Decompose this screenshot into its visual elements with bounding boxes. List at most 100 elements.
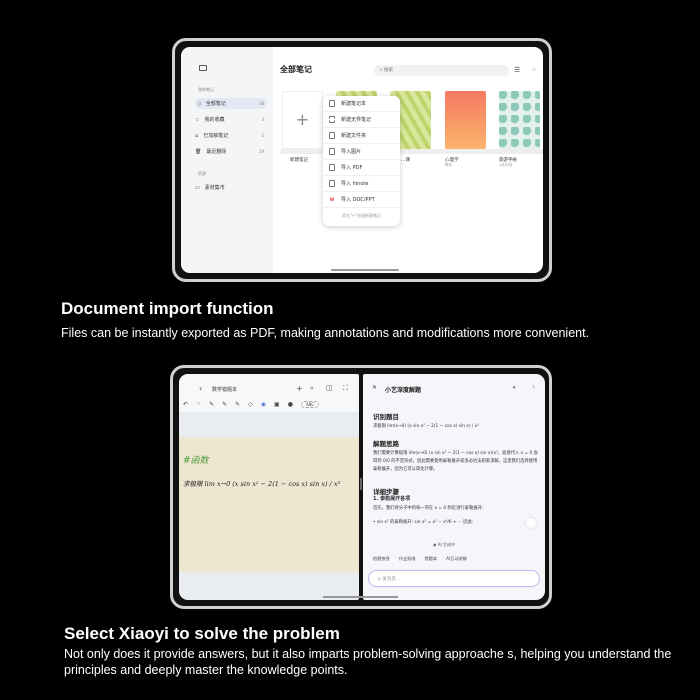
search-input[interactable]: ⌕ 搜索	[374, 65, 509, 76]
menu-item-import-hinote[interactable]: 导入 hinote	[323, 176, 400, 192]
fullscreen-icon[interactable]: ⁘	[531, 384, 537, 391]
fullscreen-icon[interactable]: ⛶	[343, 384, 348, 392]
bottom-tablet: ‹ 数学错题本 + ⌕ ◫ ⛶ ↶ ↷ ✎ ✎ ✎ ◇ ◉ ▣ ● ABC #函数 求极限 lim…	[170, 365, 552, 609]
sidebar: 我的笔记 ▯ 全部笔记 18 ☆ 我的收藏 3 ⌂ 已加锁笔记 2 🗑︎ 最近删除 19 资源 …	[181, 47, 273, 273]
infinite-canvas-icon	[329, 116, 335, 123]
top-tablet: 我的笔记 ▯ 全部笔记 18 ☆ 我的收藏 3 ⌂ 已加锁笔记 2 🗑︎ 最近删除 19 资源 …	[172, 38, 552, 282]
section2-text: Not only does it provide answers, but it…	[64, 647, 672, 677]
pen-toolbar: ↶ ↷ ✎ ✎ ✎ ◇ ◉ ▣ ● ABC	[183, 401, 320, 408]
section-resources: 资源	[198, 171, 206, 176]
undo-icon[interactable]: ↶	[183, 401, 189, 408]
section1-text: Files can be instantly exported as PDF, …	[61, 326, 590, 340]
message-input[interactable]: ◎ 发消息...	[368, 570, 540, 587]
count: 19	[258, 149, 264, 154]
lasso-icon[interactable]: ◉	[260, 401, 267, 408]
back-button[interactable]: ‹	[199, 384, 203, 393]
collapse-button[interactable]	[526, 518, 536, 528]
ai-generating-status: ◉ AI 生成中	[433, 542, 455, 547]
new-note-card[interactable]: +	[282, 91, 323, 149]
menu-item-new-folder[interactable]: 新建文件夹	[323, 128, 400, 144]
section1-heading: Document import function	[61, 299, 274, 318]
label: 新建笔记本	[341, 101, 367, 107]
handwriting-paper[interactable]: #函数 求极限 lim x→0 (x sin x² − 2(1 − cos x)…	[179, 437, 359, 572]
home-indicator	[323, 596, 398, 598]
sidebar-item-all-notes[interactable]: ▯ 全部笔记 18	[195, 98, 267, 109]
color-icon[interactable]: ●	[287, 401, 293, 408]
quick-chips: 拍题快答 作业批改 错题本 AI互动讲解	[373, 556, 467, 562]
sidebar-item-deleted[interactable]: 🗑︎ 最近删除 19	[195, 148, 267, 156]
menu-item-import-doc-ppt[interactable]: W 导入 DOC/PPT	[323, 192, 400, 208]
sidebar-toggle-icon[interactable]	[199, 65, 207, 71]
hinote-icon	[329, 180, 335, 187]
label: 导入 DOC/PPT	[341, 197, 375, 203]
eraser-icon[interactable]: ◇	[248, 401, 253, 408]
lock-icon: ⌂	[195, 132, 199, 139]
notes-pane: ‹ 数学错题本 + ⌕ ◫ ⛶ ↶ ↷ ✎ ✎ ✎ ◇ ◉ ▣ ● ABC #函数 求极限 lim…	[179, 374, 359, 600]
handwriting-tag: #函数	[183, 456, 209, 466]
count: 2	[261, 133, 264, 138]
status-text: AI 生成中	[437, 542, 455, 547]
page-title: 全部笔记	[280, 65, 312, 74]
notebook-title: 新建笔记	[290, 158, 308, 163]
pencil-icon[interactable]: ✎	[222, 401, 228, 408]
more-icon[interactable]: ⁘	[531, 66, 537, 74]
menu-item-import-pdf[interactable]: 导入 PDF	[323, 160, 400, 176]
section-my-notes: 我的笔记	[198, 87, 214, 92]
sidebar-item-favorites[interactable]: ☆ 我的收藏 3	[195, 116, 267, 124]
chip-mistake-book[interactable]: 错题本	[424, 556, 438, 561]
search-icon[interactable]: ⌕	[310, 384, 314, 392]
split-divider[interactable]	[360, 478, 362, 490]
chip-quick-answer[interactable]: 拍题快答	[373, 556, 390, 561]
notebook-date: 1月22日	[499, 163, 513, 167]
label: 导入 PDF	[341, 165, 363, 171]
step-text: 首先，我们将分子中的每一项在 x = 0 附近进行泰勒展开:	[373, 506, 484, 511]
xiaoyi-icon: ✕	[372, 384, 378, 391]
notebook-cover-travel[interactable]	[499, 91, 540, 149]
redo-icon[interactable]: ↷	[196, 401, 202, 408]
speaker-icon[interactable]: 🔈︎	[513, 384, 517, 391]
label: 导入图片	[341, 149, 362, 155]
label: 全部笔记	[205, 101, 226, 107]
chip-ai-explain[interactable]: AI互动讲解	[446, 556, 467, 561]
step-bullet: • sin x² 的泰勒展开: sin x² = x² − x⁶/6 + ···…	[373, 520, 474, 525]
section-approach: 解题思路	[373, 440, 399, 448]
notebook-icon: ▯	[198, 100, 201, 107]
label: 新建文件夹	[341, 133, 367, 139]
label: 导入 hinote	[341, 181, 369, 187]
input-placeholder: 发消息...	[382, 577, 401, 582]
text-icon[interactable]: ABC	[300, 401, 320, 408]
section-steps: 详细步骤	[373, 488, 399, 496]
store-icon: ▭	[195, 184, 200, 191]
notebook-title: …课	[401, 158, 410, 163]
new-note-menu: 新建笔记本 新建无界笔记 新建文件夹 导入图片 导入 PDF 导入 hinote…	[323, 96, 400, 226]
star-icon: ☆	[195, 116, 200, 123]
notebook-date: 昨天	[445, 163, 452, 167]
split-view-icon[interactable]: ◫	[326, 384, 333, 392]
notes-header	[179, 374, 359, 412]
approach-text: 我们需要计算极限 lim(x→0) (x sin x² − 2(1 − cos …	[373, 451, 538, 472]
shape-icon[interactable]: ▣	[274, 401, 280, 408]
menu-item-new-infinite-note[interactable]: 新建无界笔记	[323, 112, 400, 128]
notebook-cover-psychology[interactable]	[445, 91, 486, 149]
menu-item-import-image[interactable]: 导入图片	[323, 144, 400, 160]
menu-hint: 双击"+"快速新建笔记	[341, 213, 382, 218]
step-title: 1. 泰勒展开各项	[373, 496, 411, 502]
notebook-title: 旅游手帐	[499, 158, 517, 163]
label: 新建无界笔记	[341, 117, 372, 123]
sidebar-item-materials[interactable]: ▭ 素材集市	[195, 184, 225, 192]
list-view-icon[interactable]: ☰	[514, 66, 521, 74]
search-placeholder: 搜索	[383, 68, 393, 73]
add-icon[interactable]: +	[296, 384, 303, 393]
xiaoyi-pane: ✕ 小艺深度解题 🔈︎ ⁘ 识别题目 求极限 lim(x→0) (x sin x…	[363, 374, 545, 600]
xiaoyi-title: 小艺深度解题	[385, 387, 422, 394]
chip-homework-grading[interactable]: 作业批改	[398, 556, 416, 561]
notebook-icon	[329, 100, 335, 107]
image-icon	[329, 148, 335, 155]
handwriting-equation: 求极限 lim x→0 (x sin x² − 2(1 − cos x) sin…	[183, 480, 341, 488]
menu-item-new-notebook[interactable]: 新建笔记本	[323, 96, 400, 112]
wps-icon: W	[329, 197, 335, 202]
marker-icon[interactable]: ✎	[235, 401, 241, 408]
pen-icon[interactable]: ✎	[209, 401, 215, 408]
trash-icon: 🗑︎	[195, 148, 202, 155]
sidebar-item-locked[interactable]: ⌂ 已加锁笔记 2	[195, 132, 267, 140]
